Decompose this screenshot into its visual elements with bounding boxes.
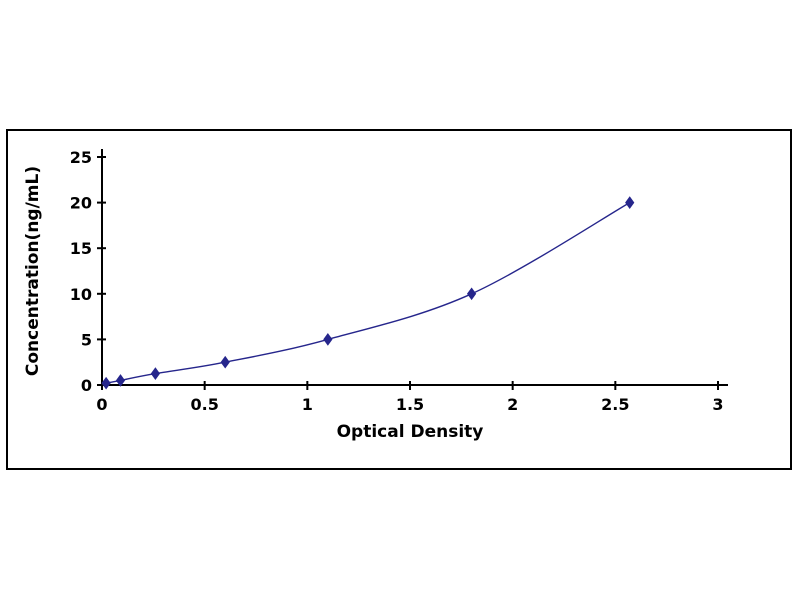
x-tick-label: 0.5: [190, 395, 218, 414]
x-tick-label: 1.5: [396, 395, 424, 414]
data-point: [115, 374, 126, 387]
data-point: [466, 287, 477, 301]
y-tick-label: 25: [70, 148, 92, 167]
curve-line: [105, 201, 631, 384]
x-tick-label: 0: [96, 395, 107, 414]
y-tick-label: 10: [70, 285, 92, 304]
y-tick-label: 5: [81, 330, 92, 349]
y-tick-label: 15: [70, 239, 92, 258]
y-tick-label: 20: [70, 194, 92, 213]
data-point: [220, 355, 230, 369]
data-point: [150, 367, 161, 380]
data-point: [323, 333, 333, 346]
data-point: [625, 196, 635, 209]
x-tick-label: 2.5: [601, 395, 629, 414]
x-tick-label: 1: [302, 395, 313, 414]
y-axis-label: Concentration(ng/mL): [23, 166, 43, 376]
standard-curve-chart: 0 0.5 1 1.5 2 2.5 3 0 5 10 15 20 25 Optical Density Co…: [6, 129, 792, 470]
x-tick-label: 3: [712, 395, 723, 414]
x-axis-label: Optical Density: [337, 422, 484, 442]
plot-area: 0 0.5 1 1.5 2 2.5 3 0 5 10 15 20 25 Optical Density Co…: [23, 148, 728, 442]
y-tick-label: 0: [81, 376, 92, 395]
data-point: [101, 376, 111, 390]
x-tick-label: 2: [507, 395, 518, 414]
